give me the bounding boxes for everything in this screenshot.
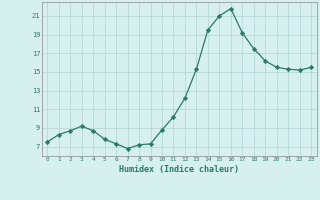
X-axis label: Humidex (Indice chaleur): Humidex (Indice chaleur) xyxy=(119,165,239,174)
